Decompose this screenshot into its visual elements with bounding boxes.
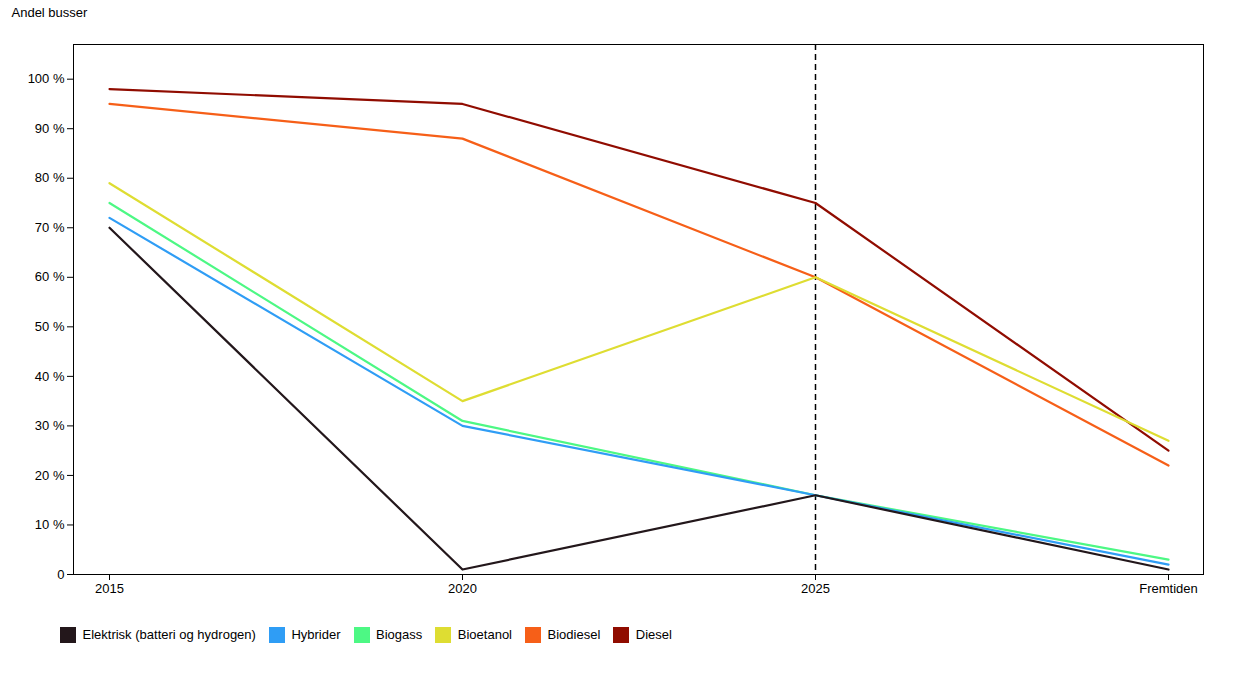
html-text:Hybrider: Hybrider [291,627,341,642]
svg-text:10 %: 10 % [35,517,65,532]
svg-text:60 %: 60 % [35,269,65,284]
svg-text:Andel busser: Andel busser [12,5,89,20]
svg-text:20 %: 20 % [35,468,65,483]
html-text:Elektrisk (batteri og hydrogen: Elektrisk (batteri og hydrogen) [82,627,256,642]
svg-text:0: 0 [57,567,64,582]
svg-text:50 %: 50 % [35,319,65,334]
svg-text:80 %: 80 % [35,170,65,185]
svg-text:2025: 2025 [801,581,830,596]
svg-text:30 %: 30 % [35,418,65,433]
html-text:Diesel: Diesel [635,627,672,642]
svg-text:Fremtiden: Fremtiden [1139,581,1198,596]
svg-text:70 %: 70 % [35,220,65,235]
svg-text:90 %: 90 % [35,121,65,136]
html-text:Biogass: Biogass [376,627,423,642]
html-text:Biodiesel: Biodiesel [547,627,601,642]
svg-text:2015: 2015 [95,581,124,596]
svg-text:40 %: 40 % [35,369,65,384]
svg-text:2020: 2020 [448,581,477,596]
html-text:Bioetanol: Bioetanol [457,627,512,642]
svg-text:100 %: 100 % [28,71,65,86]
